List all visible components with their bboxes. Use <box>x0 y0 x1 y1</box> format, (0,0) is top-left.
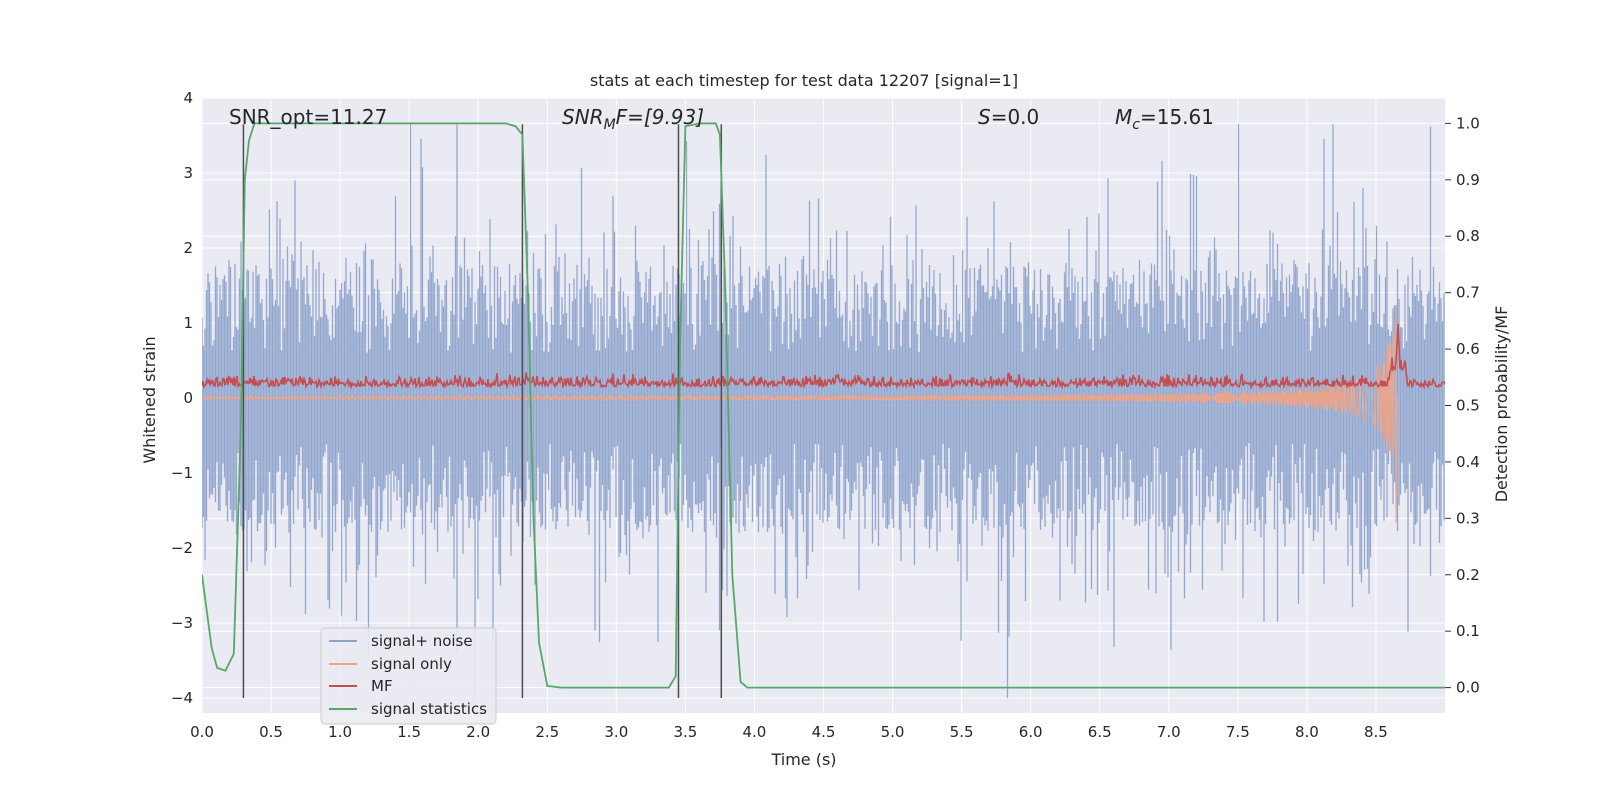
legend: signal+ noise signal only MF signal stat… <box>320 627 497 725</box>
mf-series <box>202 323 1445 390</box>
legend-box <box>320 627 497 725</box>
signal-statistics-series <box>202 122 1445 689</box>
y-tick-label: −2 <box>171 539 193 557</box>
annotation-mc-label: M <box>1115 105 1132 129</box>
y2-tick-label: 1.0 <box>1456 114 1480 132</box>
annotation-s: S=0.0 <box>978 105 1039 129</box>
y-tick-label: 3 <box>183 164 193 182</box>
x-tick-label: 2.0 <box>466 723 490 741</box>
x-tick-label: 5.5 <box>950 723 974 741</box>
annotation-snr-opt: SNR_opt=11.27 <box>229 105 387 129</box>
annotation-s-value: =0.0 <box>991 105 1040 129</box>
legend-label-noise: signal+ noise <box>371 632 473 650</box>
x-tick-label: 5.0 <box>881 723 905 741</box>
x-tick-label: 4.5 <box>812 723 836 741</box>
x-axis-ticks: 0.0 0.5 1.0 1.5 2.0 2.5 3.0 3.5 4.0 4.5 5.0 5.5 6.0 6… <box>190 723 1388 741</box>
x-tick-label: 2.5 <box>535 723 559 741</box>
annotation-s-label: S <box>978 105 991 129</box>
y2-axis-label: Detection probability/MF <box>1492 306 1511 503</box>
annotation-snr-mf: SNRMF=[9.93] <box>562 105 704 133</box>
x-tick-label: 0.5 <box>259 723 283 741</box>
x-tick-label: 6.0 <box>1019 723 1043 741</box>
annotation-snr-mf-value: F=[9.93] <box>616 105 704 129</box>
y2-tick-label: 0.1 <box>1456 622 1480 640</box>
x-tick-label: 4.0 <box>743 723 767 741</box>
y2-axis-ticks: 1.0 0.9 0.8 0.7 0.6 0.5 0.4 0.3 0.2 0.1 0.0 <box>1445 114 1480 697</box>
annotation-snr-mf-label: SNR <box>562 105 604 129</box>
y-tick-label: −4 <box>171 689 193 707</box>
y2-tick-label: 0.5 <box>1456 397 1480 415</box>
y-tick-label: −3 <box>171 614 193 632</box>
x-tick-label: 3.5 <box>673 723 697 741</box>
y2-tick-label: 0.0 <box>1456 679 1480 697</box>
y2-tick-label: 0.7 <box>1456 284 1480 302</box>
x-tick-label: 3.0 <box>604 723 628 741</box>
y-tick-label: −1 <box>171 464 193 482</box>
y-tick-label: 4 <box>183 89 193 107</box>
y2-tick-label: 0.9 <box>1456 171 1480 189</box>
signal-only-series <box>202 308 1399 524</box>
y-tick-label: 0 <box>183 389 193 407</box>
annotation-mc-sub: c <box>1132 117 1140 133</box>
y2-tick-label: 0.3 <box>1456 509 1480 527</box>
chart-title: stats at each timestep for test data 122… <box>590 71 1018 90</box>
x-tick-label: 7.0 <box>1157 723 1181 741</box>
x-tick-label: 1.0 <box>328 723 352 741</box>
x-tick-label: 6.5 <box>1088 723 1112 741</box>
legend-label-stat: signal statistics <box>371 700 487 718</box>
legend-label-mf: MF <box>371 677 393 695</box>
x-tick-label: 8.5 <box>1364 723 1388 741</box>
x-tick-label: 8.0 <box>1295 723 1319 741</box>
x-axis-label: Time (s) <box>770 750 836 769</box>
x-tick-label: 0.0 <box>190 723 214 741</box>
y-axis-label: Whitened strain <box>140 336 159 463</box>
y2-tick-label: 0.8 <box>1456 227 1480 245</box>
legend-label-signal: signal only <box>371 655 452 673</box>
annotation-mc-value: =15.61 <box>1140 105 1214 129</box>
x-tick-label: 1.5 <box>397 723 421 741</box>
y2-tick-label: 0.6 <box>1456 340 1480 358</box>
y-tick-label: 1 <box>183 314 193 332</box>
y-tick-label: 2 <box>183 239 193 257</box>
annotation-snr-mf-sub: M <box>604 117 616 133</box>
x-tick-label: 7.5 <box>1226 723 1250 741</box>
y2-tick-label: 0.4 <box>1456 453 1480 471</box>
y2-tick-label: 0.2 <box>1456 566 1480 584</box>
y-axis-ticks: 4 3 2 1 0 −1 −2 −3 −4 <box>171 89 193 707</box>
annotation-mc: Mc=15.61 <box>1115 105 1214 133</box>
